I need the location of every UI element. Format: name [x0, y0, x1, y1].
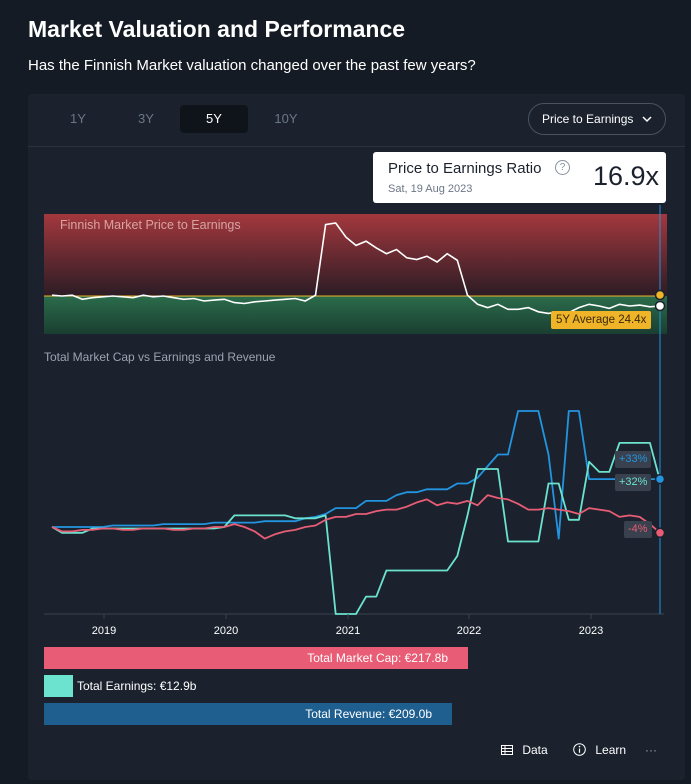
x-tick-label: 2022	[457, 625, 481, 637]
market-cap-marker	[654, 527, 666, 539]
tooltip: Price to Earnings Ratio ? Sat, 19 Aug 20…	[373, 152, 666, 203]
bottom-chart-title: Total Market Cap vs Earnings and Revenue	[44, 350, 276, 364]
chevron-down-icon	[642, 116, 652, 123]
revenue-marker	[654, 473, 666, 485]
earnings-change-label: +32%	[615, 474, 652, 491]
pe-overvalued-band	[44, 214, 667, 296]
help-icon[interactable]: ?	[555, 160, 570, 175]
pe-current-marker	[654, 300, 666, 312]
average-marker	[654, 289, 666, 301]
x-tick-label: 2019	[92, 625, 116, 637]
learn-button[interactable]: Learn	[573, 741, 626, 759]
pe-chart-title: Finnish Market Price to Earnings	[60, 218, 241, 232]
legend-earnings-label: Total Earnings: €12.9b	[77, 679, 197, 693]
revenue-change-label: +33%	[615, 451, 652, 468]
data-button[interactable]: Data	[501, 741, 548, 759]
tooltip-value: 16.9x	[592, 161, 659, 191]
legend-market-cap-label: Total Market Cap: €217.8b	[307, 651, 448, 665]
info-icon	[573, 743, 586, 756]
tab-1y[interactable]: 1Y	[70, 111, 86, 126]
market-cap-change-label: -4%	[624, 521, 652, 538]
x-tick-label: 2023	[579, 625, 603, 637]
tab-10y[interactable]: 10Y	[274, 111, 298, 126]
revenue-line	[52, 410, 660, 540]
legend-earnings: Total Earnings: €12.9b	[44, 675, 196, 697]
page-title: Market Valuation and Performance	[28, 16, 406, 42]
tooltip-date: Sat, 19 Aug 2023	[388, 183, 473, 195]
learn-button-label: Learn	[595, 743, 627, 757]
metric-select-label: Price to Earnings	[542, 112, 634, 126]
metric-select[interactable]: Price to Earnings	[528, 103, 666, 135]
legend-revenue-label: Total Revenue: €209.0b	[305, 707, 432, 721]
panel-divider	[28, 146, 685, 147]
data-button-label: Data	[522, 743, 548, 757]
tab-3y[interactable]: 3Y	[138, 111, 154, 126]
legend-market-cap: Total Market Cap: €217.8b	[44, 647, 468, 669]
market-cap-line	[51, 494, 661, 540]
more-options-icon[interactable]: ···	[645, 743, 657, 757]
average-badge: 5Y Average 24.4x	[551, 311, 652, 329]
legend-revenue: Total Revenue: €209.0b	[44, 703, 452, 725]
table-icon	[501, 745, 513, 755]
page-subtitle: Has the Finnish Market valuation changed…	[28, 57, 476, 74]
tooltip-title: Price to Earnings Ratio	[388, 160, 542, 177]
tab-5y[interactable]: 5Y	[180, 105, 248, 133]
x-tick-label: 2021	[336, 625, 360, 637]
x-tick-label: 2020	[214, 625, 238, 637]
